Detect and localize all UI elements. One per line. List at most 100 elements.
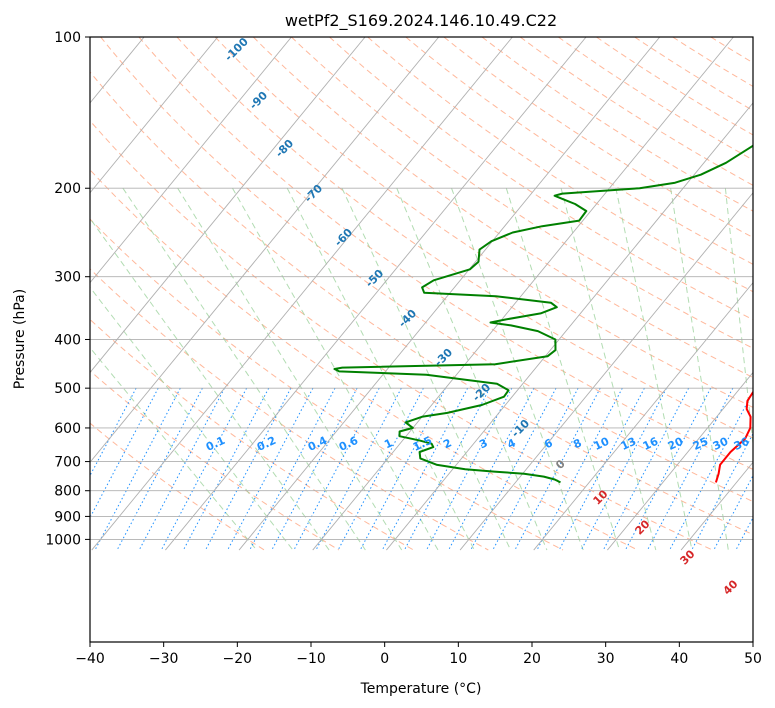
dry-adiabat-line (291, 37, 753, 349)
dry-adiabat-line (519, 37, 753, 186)
isotherm-line (90, 37, 219, 194)
moist-adiabat-line (90, 217, 330, 551)
y-tick-label: 700 (54, 455, 81, 471)
y-tick-label: 400 (54, 332, 81, 348)
chart-title: wetPf2_S169.2024.146.10.49.C22 (285, 11, 557, 31)
mixing-ratio-line (669, 390, 753, 551)
profile-lines (333, 144, 753, 484)
isotherm-line (459, 192, 753, 551)
x-tick-label: 30 (597, 651, 615, 667)
dry-adiabat-line (214, 37, 753, 408)
mixing-ratio-line (160, 387, 248, 551)
isotherm-line (680, 461, 753, 551)
isotherm-line (607, 371, 753, 551)
dry-adiabat-line (90, 169, 638, 551)
isotherm-line (312, 37, 734, 551)
x-tick-label: 0 (380, 651, 389, 667)
isohume-label: 30 (711, 435, 731, 453)
y-tick-label: 300 (54, 270, 81, 286)
x-tick-label: −30 (149, 651, 179, 667)
background-lines (90, 37, 753, 551)
moist-adiabat-line (560, 188, 657, 551)
mixing-ratio-line (116, 387, 203, 551)
dry-adiabat-line (90, 120, 713, 551)
mixing-ratio-line (470, 387, 557, 551)
mixing-ratio-line (558, 387, 645, 551)
isohume-label: 20 (666, 435, 686, 453)
mixing-ratio-line (205, 387, 292, 551)
isohume-label: 10 (592, 435, 612, 453)
dry-adiabat-line (405, 37, 753, 265)
isotherm-line (90, 37, 440, 464)
isotherm-line (386, 102, 753, 551)
x-tick-label: −40 (75, 651, 105, 667)
mixing-ratio-line (182, 387, 270, 551)
isotherm-line (533, 281, 753, 551)
mixing-ratio-line (624, 387, 712, 551)
moist-adiabat-line (670, 188, 729, 551)
moist-adiabat-line (90, 346, 257, 551)
dry-adiabat-line (90, 218, 564, 551)
axis-ticks: −40 −30 −20 −10 0 10 20 30 40 50 100 200 300 400 500 60… (45, 30, 762, 667)
mixing-ratio-line (426, 387, 513, 551)
y-axis-label: Pressure (hPa) (12, 289, 28, 389)
x-tick-label: 10 (449, 651, 467, 667)
y-tick-label: 1000 (45, 532, 81, 548)
y-tick-label: 800 (54, 484, 81, 500)
x-tick-label: 20 (523, 651, 541, 667)
mixing-ratio-line (536, 387, 623, 551)
mixing-ratio-line (271, 387, 358, 551)
dry-adiabat-line (443, 37, 753, 239)
y-tick-label: 200 (54, 181, 81, 197)
moist-adiabat-line (396, 188, 548, 551)
isotherm-line (91, 37, 513, 551)
dry-adiabat-line (90, 370, 340, 551)
mixing-ratio-line (602, 387, 690, 551)
isohume-label: 36 (732, 435, 752, 453)
mixing-ratio-line (403, 387, 491, 551)
x-tick-label: 50 (744, 651, 762, 667)
isohume-label: 25 (691, 435, 710, 453)
y-tick-label: 900 (54, 509, 81, 525)
mixing-ratio-line (514, 387, 601, 551)
dry-adiabat-line (558, 37, 753, 161)
moist-adiabat-line (177, 187, 403, 551)
moist-adiabat-line (451, 188, 584, 551)
moist-adiabat-line (341, 187, 512, 551)
isotherm-line (165, 37, 587, 551)
mixing-ratio-line (492, 387, 579, 551)
mixing-ratio-line (337, 387, 424, 551)
x-tick-label: −10 (296, 651, 326, 667)
x-tick-label: 40 (670, 651, 688, 667)
y-tick-label: 600 (54, 421, 81, 437)
dry-adiabat-line (329, 37, 753, 321)
mixing-ratio-line (315, 387, 402, 551)
isohume-label: 13 (619, 435, 638, 453)
mixing-ratio-line (359, 387, 446, 551)
mixing-ratio-line (647, 387, 734, 551)
x-tick-label: −20 (223, 651, 253, 667)
mixing-ratio-line (138, 387, 225, 551)
profile-series-line (714, 390, 753, 483)
mixing-ratio-line (227, 387, 314, 551)
mixing-ratio-line (713, 474, 753, 551)
isohume-label: 16 (641, 435, 661, 453)
mixing-ratio-line (735, 516, 753, 551)
moist-adiabat-line (286, 187, 475, 551)
moist-adiabat-line (724, 188, 753, 448)
mixing-ratio-line (580, 387, 667, 551)
mixing-ratio-line (448, 387, 535, 551)
isotherm-line (90, 37, 366, 374)
mixing-ratio-line (381, 387, 469, 551)
mixing-ratio-line (691, 432, 753, 551)
x-axis-label: Temperature (°C) (360, 681, 482, 697)
moist-adiabat-line (505, 188, 620, 551)
mixing-ratio-line (94, 387, 181, 551)
profile-series-line (333, 144, 753, 484)
y-tick-label: 100 (54, 30, 81, 46)
mixing-ratio-line (293, 387, 380, 551)
dry-adiabat-line (90, 318, 414, 551)
y-tick-label: 500 (54, 381, 81, 397)
